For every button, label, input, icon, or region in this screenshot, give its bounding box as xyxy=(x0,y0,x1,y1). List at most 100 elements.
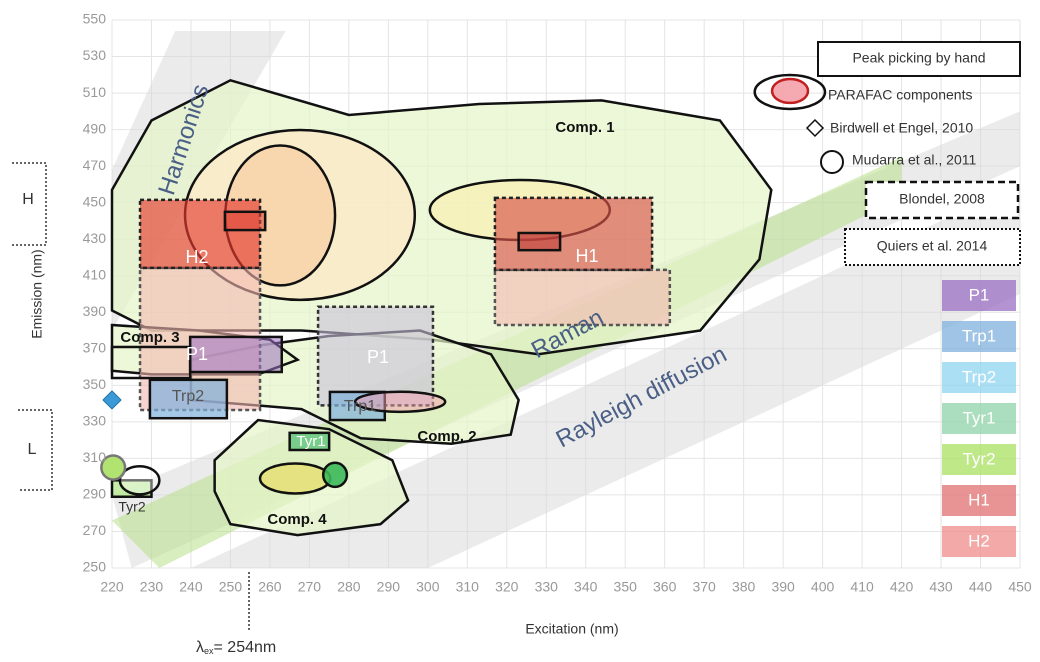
legend-swatch xyxy=(942,321,1016,352)
region-label: Comp. 2 xyxy=(417,428,476,445)
legend-label: P1 xyxy=(969,285,990,304)
region-ellipse xyxy=(258,462,332,495)
y-tick-label: 430 xyxy=(83,230,107,246)
x-tick-label: 350 xyxy=(614,579,638,595)
legend-swatch xyxy=(942,526,1016,557)
region-label: H1 xyxy=(575,246,598,266)
y-tick-label: 490 xyxy=(83,120,107,136)
legend-box xyxy=(844,228,1021,266)
x-tick-label: 260 xyxy=(258,579,282,595)
legend-label: Tyr1 xyxy=(962,408,995,427)
x-tick-label: 230 xyxy=(140,579,164,595)
legend-diamond xyxy=(805,118,825,138)
x-tick-label: 400 xyxy=(811,579,835,595)
region-rect xyxy=(223,210,267,232)
y-tick-label: 510 xyxy=(83,84,107,100)
regions xyxy=(100,30,1020,568)
y-tick-label: 330 xyxy=(83,413,107,429)
bracket-label: H xyxy=(22,191,34,208)
x-tick-label: 360 xyxy=(653,579,677,595)
legend-swatch xyxy=(942,280,1016,311)
bracket-label: L xyxy=(28,441,37,458)
region-point xyxy=(102,390,122,410)
region-ellipse xyxy=(353,390,447,414)
bracket xyxy=(18,409,53,491)
x-tick-label: 440 xyxy=(969,579,993,595)
x-tick-label: 270 xyxy=(298,579,322,595)
y-tick-label: 310 xyxy=(83,449,107,465)
lambda-note: λex= 254nm xyxy=(196,639,276,656)
region-label: Trp1 xyxy=(344,398,376,415)
component-legend: P1 Trp1 Trp2 Tyr1 Tyr2 H1 H2 xyxy=(942,280,1016,557)
x-tick-label: 250 xyxy=(219,579,243,595)
y-axis-label: Emission (nm) xyxy=(29,249,45,338)
region-rect xyxy=(316,305,435,407)
region-rect xyxy=(148,378,229,420)
x-tick-label: 370 xyxy=(692,579,716,595)
region-rect xyxy=(493,268,672,327)
legend-swatch xyxy=(942,485,1016,516)
region-rect xyxy=(188,335,284,374)
region-label: Comp. 4 xyxy=(267,511,327,528)
y-tick-label: 450 xyxy=(83,193,107,209)
legend-label: Mudarra et al., 2011 xyxy=(852,152,976,168)
y-tick-label: 290 xyxy=(83,486,107,502)
region-label: P1 xyxy=(367,347,389,367)
legend-swatch xyxy=(942,403,1016,434)
legend-label: Tyr2 xyxy=(962,449,995,468)
legend-swatch xyxy=(942,444,1016,475)
lambda-value: = 254nm xyxy=(214,639,277,656)
region-rect xyxy=(110,345,192,380)
region-ellipse xyxy=(100,454,127,481)
lambda: λ xyxy=(196,639,204,656)
region-rect xyxy=(517,231,562,252)
x-tick-label: 330 xyxy=(535,579,559,595)
legend-swatch xyxy=(942,362,1016,393)
y-tick-label: 470 xyxy=(83,157,107,173)
region-ellipse xyxy=(753,73,827,111)
lambda-sub: ex xyxy=(204,646,214,656)
x-tick-label: 240 xyxy=(179,579,203,595)
region-ellipse xyxy=(321,461,349,489)
legend-label: Blondel, 2008 xyxy=(899,191,985,207)
legend-label: PARAFAC components xyxy=(828,87,972,103)
legend: Peak picking by hand PARAFAC components … xyxy=(805,41,1021,266)
x-tick-label: 380 xyxy=(732,579,756,595)
x-tick-label: 280 xyxy=(337,579,361,595)
x-tick-label: 300 xyxy=(416,579,440,595)
legend-label: H1 xyxy=(968,490,990,509)
legend-label: H2 xyxy=(968,531,990,550)
legend-label: Quiers et al. 2014 xyxy=(877,238,988,254)
legend-box xyxy=(864,180,1020,220)
y-tick-label: 410 xyxy=(83,266,107,282)
y-tick-label: 350 xyxy=(83,376,107,392)
y-tick-label: 370 xyxy=(83,340,107,356)
region-rect xyxy=(288,431,331,452)
x-tick-label: 290 xyxy=(377,579,401,595)
ticks: 220 230 240 250 260 270 280 290 300 310 320 330 340 3… xyxy=(83,11,1032,595)
y-tick-label: 270 xyxy=(83,522,107,538)
region-label: P1 xyxy=(186,344,208,364)
x-tick-label: 320 xyxy=(495,579,519,595)
y-tick-label: 550 xyxy=(83,11,107,27)
x-tick-label: 220 xyxy=(100,579,124,595)
y-tick-label: 530 xyxy=(83,47,107,63)
legend-label: Peak picking by hand xyxy=(852,50,985,66)
x-tick-label: 430 xyxy=(929,579,953,595)
region-label: Comp. 3 xyxy=(120,329,179,346)
x-tick-label: 340 xyxy=(574,579,598,595)
y-tick-label: 390 xyxy=(83,303,107,319)
bracket xyxy=(12,162,47,246)
region-label: Comp. 1 xyxy=(555,119,614,136)
x-tick-label: 420 xyxy=(890,579,914,595)
legend-label: Trp2 xyxy=(962,367,996,386)
legend-label: Trp1 xyxy=(962,326,996,345)
x-axis-label: Excitation (nm) xyxy=(525,621,618,637)
region-ellipse xyxy=(118,465,161,496)
legend-label: Birdwell et Engel, 2010 xyxy=(830,120,973,136)
x-tick-label: 450 xyxy=(1008,579,1032,595)
legend-circle xyxy=(820,150,844,174)
x-tick-label: 310 xyxy=(456,579,480,595)
legend-box xyxy=(817,41,1021,77)
